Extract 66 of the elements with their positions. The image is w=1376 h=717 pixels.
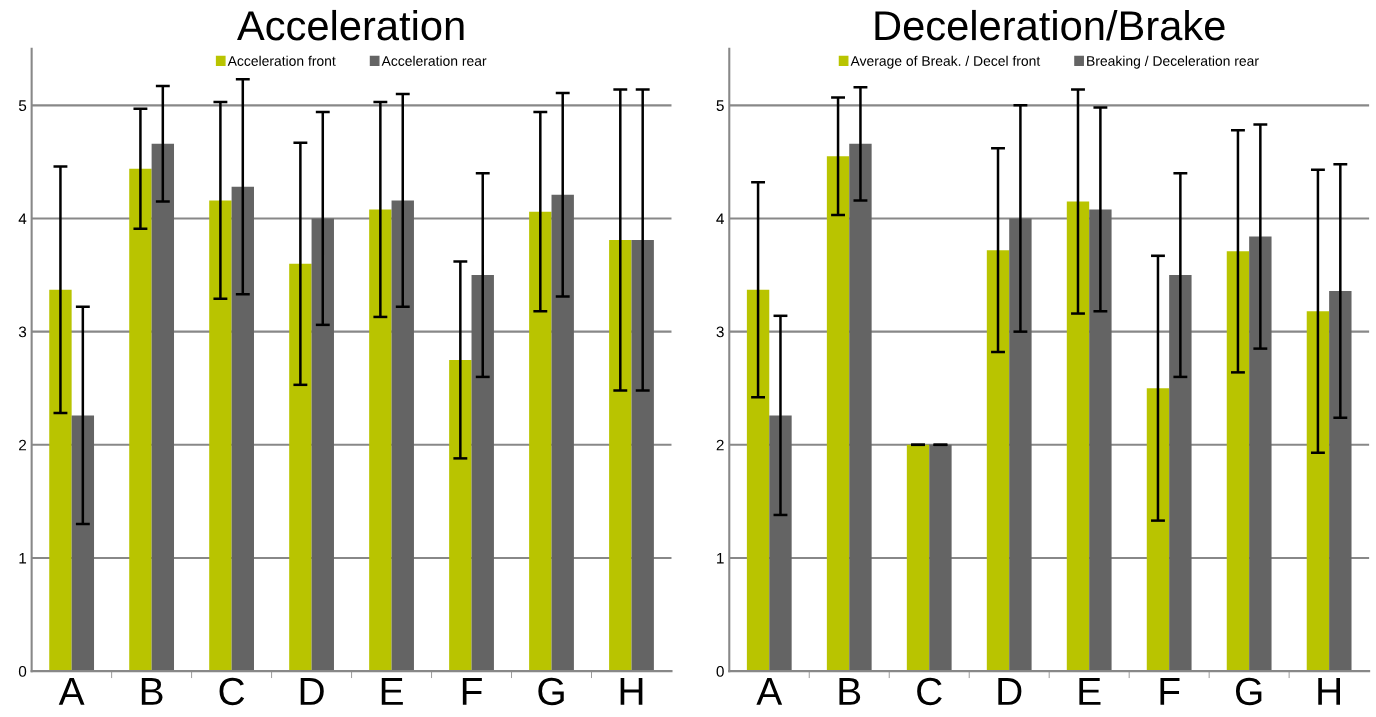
bar <box>129 168 152 672</box>
legend-label: Acceleration rear <box>381 55 487 66</box>
y-tick-label: 2 <box>19 439 27 451</box>
bar <box>1146 388 1170 672</box>
bar <box>986 250 1010 672</box>
y-tick-label: 5 <box>716 100 724 112</box>
y-tick-label: 2 <box>716 439 724 451</box>
bar <box>151 143 175 672</box>
y-tick-label: 0 <box>18 665 27 677</box>
bar <box>471 275 494 672</box>
x-tick-label: B <box>141 678 163 705</box>
y-tick-label: 3 <box>18 326 27 338</box>
bar <box>529 211 552 672</box>
y-tick-label: 1 <box>19 552 27 564</box>
bar <box>311 218 334 672</box>
bar <box>1169 275 1192 672</box>
bar <box>849 143 872 672</box>
y-tick-label: 5 <box>18 100 27 112</box>
bar <box>826 156 850 672</box>
bar <box>71 415 95 672</box>
bar <box>929 444 952 672</box>
bar <box>631 239 654 672</box>
x-tick-label: H <box>620 678 643 705</box>
chart-title: Acceleration <box>237 9 464 41</box>
y-tick-label: 1 <box>717 552 724 564</box>
bar <box>1009 218 1032 672</box>
bar <box>906 444 930 672</box>
x-tick-label: A <box>58 678 85 705</box>
bar <box>289 263 312 672</box>
bar <box>209 200 232 672</box>
bar <box>1226 251 1250 672</box>
x-tick-label: F <box>1160 678 1180 705</box>
y-tick-label: 3 <box>716 326 724 338</box>
x-tick-label: D <box>998 678 1022 705</box>
bar <box>49 289 72 672</box>
x-tick-label: D <box>300 678 324 705</box>
bar <box>1249 236 1272 672</box>
bar <box>769 415 792 672</box>
bar <box>391 200 414 672</box>
y-tick-label: 4 <box>18 213 27 225</box>
bar <box>1329 290 1352 672</box>
x-tick-label: A <box>756 678 783 705</box>
bar <box>746 289 770 672</box>
bar <box>1306 311 1330 672</box>
bar <box>1089 209 1112 672</box>
x-tick-label: G <box>1235 677 1262 706</box>
x-tick-label: F <box>462 678 482 705</box>
bar <box>551 194 574 672</box>
bar <box>609 239 632 672</box>
x-tick-label: H <box>1318 678 1340 705</box>
x-tick-label: C <box>219 677 245 706</box>
x-tick-label: G <box>538 677 564 706</box>
legend-label: Average of Break. / Decel front <box>850 55 1041 69</box>
legend-label: Breaking / Deceleration rear <box>1087 55 1259 69</box>
x-tick-label: E <box>381 678 403 705</box>
bar <box>369 209 392 672</box>
x-tick-label: B <box>839 678 861 705</box>
x-tick-label: E <box>1079 678 1101 705</box>
legend-label: Acceleration front <box>227 55 336 66</box>
y-tick-label: 0 <box>716 665 724 677</box>
bar <box>1066 201 1090 672</box>
chart-title: Deceleration/Brake <box>875 9 1225 41</box>
y-tick-label: 4 <box>716 213 724 225</box>
bar <box>231 186 254 672</box>
x-tick-label: C <box>917 677 942 706</box>
bar <box>449 359 472 672</box>
